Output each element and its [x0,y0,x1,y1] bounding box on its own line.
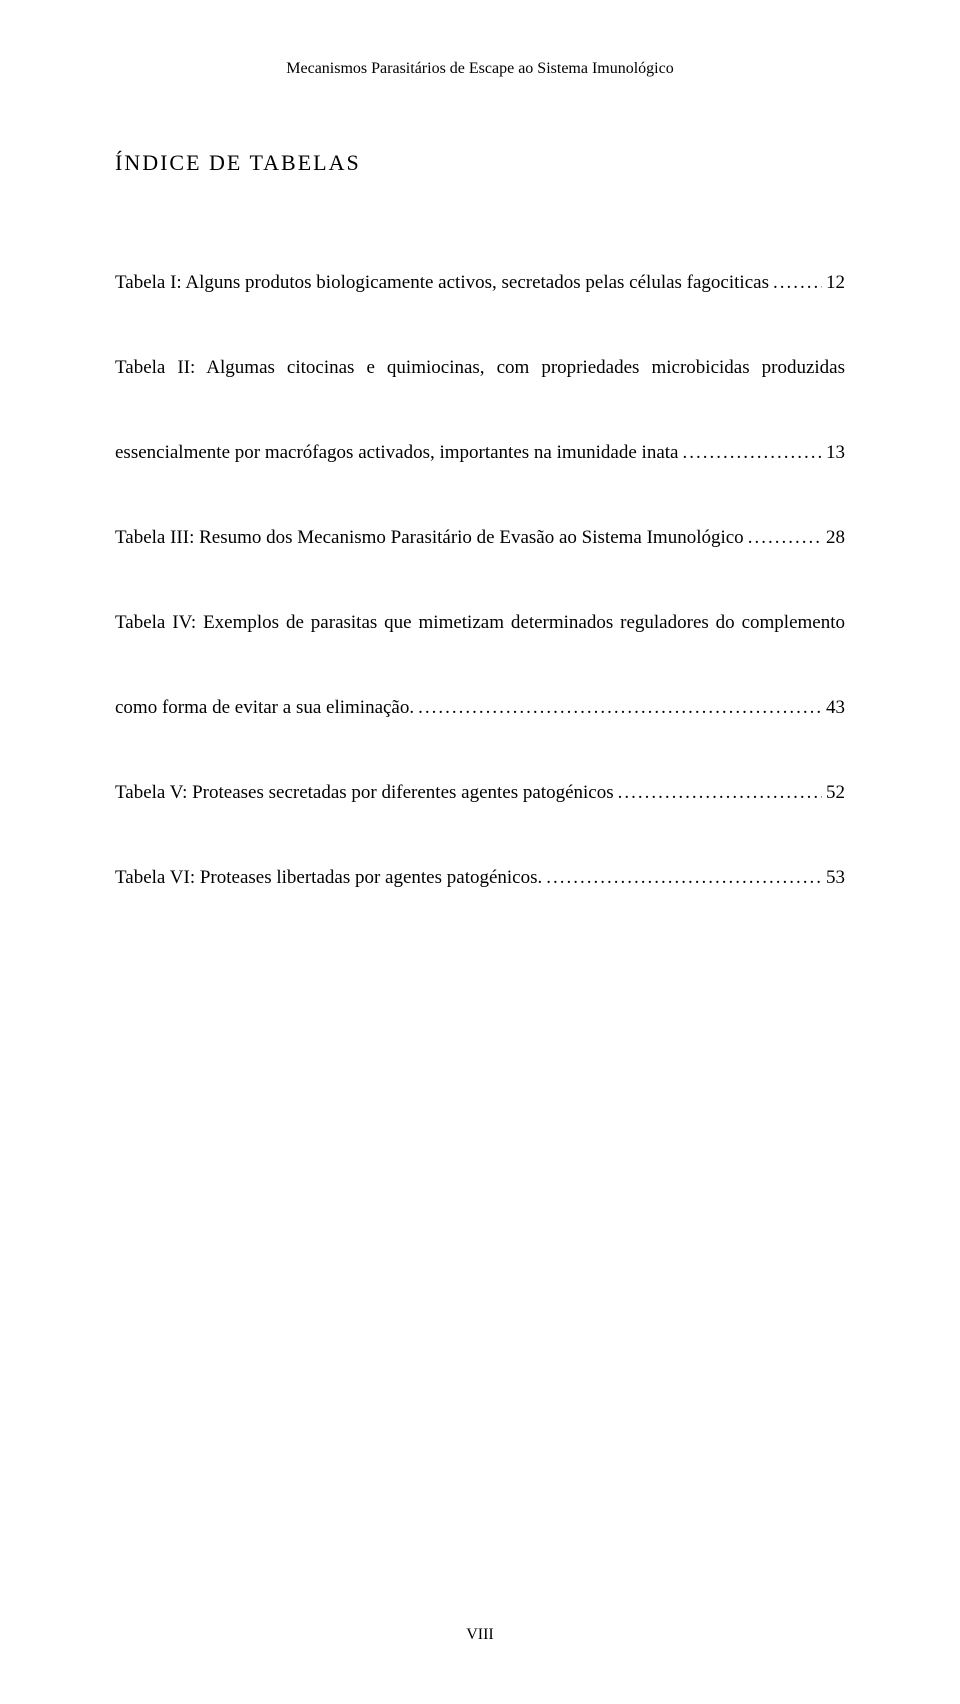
toc-line: Tabela III: Resumo dos Mecanismo Parasit… [115,517,845,560]
document-header: Mecanismos Parasitários de Escape ao Sis… [115,60,845,78]
toc-entry: Tabela III: Resumo dos Mecanismo Parasit… [115,517,845,560]
toc-entry-text-last: como forma de evitar a sua eliminação. [115,687,414,730]
toc-dots: ........................................… [682,432,822,475]
toc-line: Tabela I: Alguns produtos biologicamente… [115,262,845,305]
toc-page-number: 12 [826,262,845,305]
toc-entry: Tabela II: Algumas citocinas e quimiocin… [115,347,845,475]
toc-dots: ........................................… [773,262,822,305]
toc-line: como forma de evitar a sua eliminação...… [115,687,845,730]
toc-page-number: 52 [826,772,845,815]
toc-entry-text-upper: Tabela IV: Exemplos de parasitas que mim… [115,602,845,688]
toc-entry-text-upper: Tabela II: Algumas citocinas e quimiocin… [115,347,845,433]
toc-entry-text: Tabela V: Proteases secretadas por difer… [115,772,614,815]
page-number: VIII [466,1626,494,1643]
toc-line: essencialmente por macrófagos activados,… [115,432,845,475]
document-footer: VIII [0,1626,960,1644]
toc-text-line: Tabela IV: Exemplos de parasitas que mim… [115,602,845,688]
toc-page-number: 28 [826,517,845,560]
toc-line: Tabela VI: Proteases libertadas por agen… [115,857,845,900]
toc-dots: ........................................… [546,857,822,900]
table-of-contents: Tabela I: Alguns produtos biologicamente… [115,262,845,900]
toc-entry-text: Tabela III: Resumo dos Mecanismo Parasit… [115,517,744,560]
header-title: Mecanismos Parasitários de Escape ao Sis… [286,60,673,77]
toc-text-line: Tabela II: Algumas citocinas e quimiocin… [115,347,845,433]
toc-entry-text: Tabela I: Alguns produtos biologicamente… [115,262,769,305]
toc-entry: Tabela I: Alguns produtos biologicamente… [115,262,845,305]
toc-entry: Tabela VI: Proteases libertadas por agen… [115,857,845,900]
toc-entry-text-last: essencialmente por macrófagos activados,… [115,432,678,475]
toc-page-number: 43 [826,687,845,730]
index-heading: ÍNDICE DE TABELAS [115,150,845,176]
toc-dots: ........................................… [748,517,822,560]
toc-page-number: 53 [826,857,845,900]
toc-dots: ........................................… [418,687,822,730]
toc-entry: Tabela V: Proteases secretadas por difer… [115,772,845,815]
toc-entry-text: Tabela VI: Proteases libertadas por agen… [115,857,542,900]
toc-dots: ........................................… [618,772,822,815]
toc-line: Tabela V: Proteases secretadas por difer… [115,772,845,815]
toc-entry: Tabela IV: Exemplos de parasitas que mim… [115,602,845,730]
toc-page-number: 13 [826,432,845,475]
